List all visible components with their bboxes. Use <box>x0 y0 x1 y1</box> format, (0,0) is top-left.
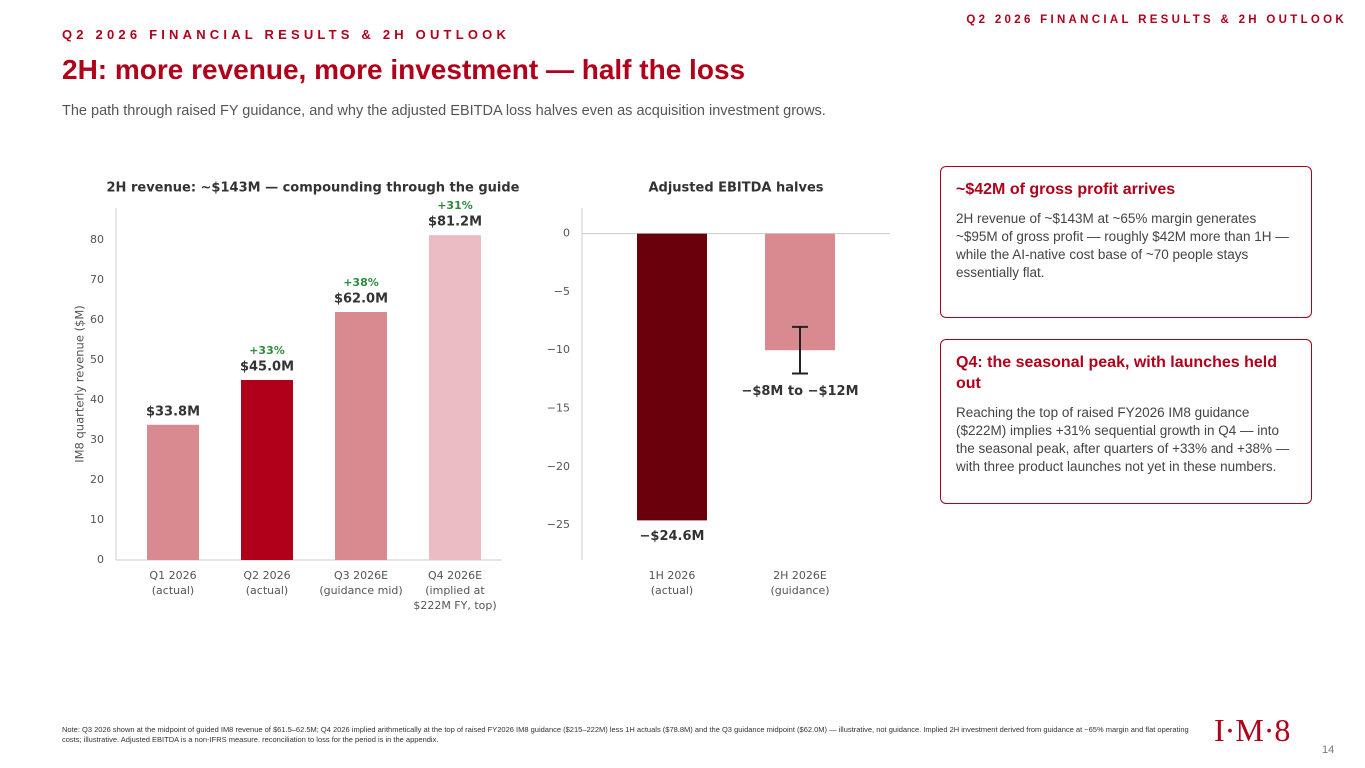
x-tick-label: Q4 2026E (implied at $222M FY, top) <box>413 569 497 612</box>
y-tick-label: 80 <box>90 233 104 246</box>
y-tick-label: 0 <box>563 227 570 240</box>
y-tick-label: −20 <box>547 460 570 473</box>
y-tick-label: −10 <box>547 343 570 356</box>
x-tick-label: 2H 2026E (guidance) <box>770 569 830 597</box>
y-tick-label: 20 <box>90 473 104 486</box>
logo: I·M·8 <box>1214 712 1291 748</box>
card-title: ~$42M of gross profit arrives <box>956 181 1176 198</box>
page-number: 14 <box>1322 744 1335 756</box>
value-label: $62.0M <box>334 292 388 307</box>
footnote: Note: Q3 2026 shown at the midpoint of g… <box>62 725 1189 744</box>
x-tick-label: Q3 2026E (guidance mid) <box>319 569 403 597</box>
y-tick-label: 40 <box>90 393 104 406</box>
bar <box>241 380 293 560</box>
x-tick-label: Q2 2026 (actual) <box>243 569 291 597</box>
eyebrow-corner: Q2 2026 FINANCIAL RESULTS & 2H OUTLOOK <box>966 14 1347 26</box>
card: ~$42M of gross profit arrives 2H revenue… <box>940 166 1312 318</box>
eyebrow: Q2 2026 FINANCIAL RESULTS & 2H OUTLOOK <box>62 27 511 42</box>
y-tick-label: −15 <box>547 401 570 414</box>
bar <box>335 312 387 560</box>
y-axis-label: IM8 quarterly revenue ($M) <box>73 305 87 463</box>
subtitle: The path through raised FY guidance, and… <box>62 103 826 119</box>
x-tick-label: 1H 2026 (actual) <box>648 569 696 597</box>
growth-label: +31% <box>437 199 473 212</box>
card-title: Q4: the seasonal peak, with launches hel… <box>956 354 1277 392</box>
value-label: $33.8M <box>146 404 200 419</box>
y-tick-label: −25 <box>547 518 570 531</box>
y-tick-label: 60 <box>90 313 104 326</box>
y-tick-label: 50 <box>90 353 104 366</box>
value-label: $45.0M <box>240 360 294 375</box>
value-label: −$8M to −$12M <box>741 384 858 399</box>
chart-title: Adjusted EBITDA halves <box>648 181 823 196</box>
y-tick-label: 10 <box>90 513 104 526</box>
value-label: −$24.6M <box>640 529 705 544</box>
chart-title: 2H revenue: ~$143M — compounding through… <box>107 181 520 196</box>
bar <box>429 235 481 560</box>
growth-label: +38% <box>343 276 379 289</box>
slide-title: 2H: more revenue, more investment — half… <box>62 54 746 85</box>
y-tick-label: 0 <box>97 553 104 566</box>
y-tick-label: −5 <box>554 285 570 298</box>
card-body: Reaching the top of raised FY2026 IM8 gu… <box>956 405 1290 474</box>
y-tick-label: 70 <box>90 273 104 286</box>
growth-label: +33% <box>249 344 285 357</box>
value-label: $81.2M <box>428 215 482 230</box>
bar <box>637 233 707 521</box>
x-tick-label: Q1 2026 (actual) <box>149 569 197 597</box>
bar <box>147 424 199 560</box>
card: Q4: the seasonal peak, with launches hel… <box>940 339 1312 504</box>
y-tick-label: 30 <box>90 433 104 446</box>
card-body: 2H revenue of ~$143M at ~65% margin gene… <box>956 211 1289 280</box>
